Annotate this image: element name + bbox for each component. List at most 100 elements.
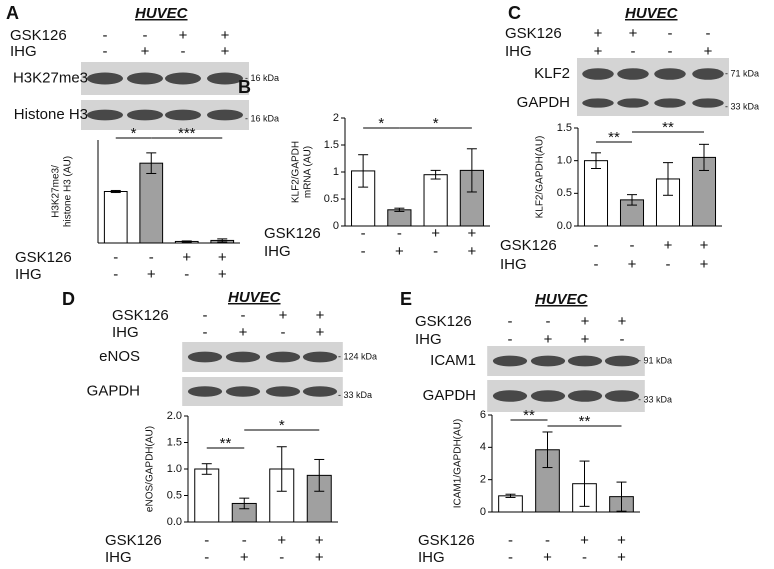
lane-sign: + [581, 331, 590, 348]
condition-label: GSK126 [264, 225, 321, 242]
lane-sign: - [203, 324, 208, 341]
y-tick-label: 1.5 [324, 139, 339, 151]
significance-label: *** [178, 125, 196, 142]
kda-label: - 124 kDa [338, 351, 377, 361]
lane-sign: + [618, 313, 627, 330]
y-tick-label: 4 [480, 441, 486, 453]
condition-sign: - [184, 266, 189, 283]
blot-band [692, 68, 724, 80]
lane-label: GSK126 [112, 307, 169, 324]
condition-sign: + [315, 549, 324, 566]
blot-band [225, 351, 261, 363]
y-axis-label: ICAM1/GAPDH(AU) [453, 419, 464, 508]
blot-band [492, 390, 528, 402]
significance-label: * [131, 125, 137, 142]
condition-sign: + [218, 266, 227, 283]
condition-sign: + [664, 237, 673, 254]
condition-label: GSK126 [500, 237, 557, 254]
kda-label: - 33 kDa [338, 390, 372, 400]
blot-band [604, 390, 640, 402]
y-tick-label: 0.5 [324, 193, 339, 205]
condition-label: IHG [264, 243, 291, 260]
lane-sign: - [203, 307, 208, 324]
condition-label: GSK126 [105, 532, 162, 549]
condition-sign: + [182, 249, 191, 266]
lane-sign: - [103, 43, 108, 60]
condition-sign: - [545, 532, 550, 549]
lane-sign: - [181, 43, 186, 60]
bar [139, 162, 164, 244]
blot-band [530, 390, 566, 402]
condition-label: IHG [418, 549, 445, 566]
y-tick-label: 1.5 [167, 436, 182, 448]
lane-sign: + [316, 307, 325, 324]
condition-label: IHG [500, 256, 527, 273]
y-axis-label: H3K27me3/ [51, 165, 62, 218]
blot-label: GAPDH [423, 387, 476, 404]
lane-sign: + [141, 43, 150, 60]
kda-label: - 16 kDa [245, 73, 279, 83]
blot-band [127, 72, 163, 85]
condition-sign: - [433, 243, 438, 260]
blot-label: H3K27me3 [13, 69, 88, 86]
bar [498, 495, 523, 513]
blot-band [617, 98, 649, 108]
y-tick-label: 0.0 [167, 516, 182, 528]
blot-label: GAPDH [517, 94, 570, 111]
condition-sign: + [147, 266, 156, 283]
condition-sign: - [666, 256, 671, 273]
blot-band [604, 355, 640, 367]
blot-band [87, 72, 123, 85]
bar [423, 174, 448, 227]
lane-sign: + [594, 43, 603, 60]
condition-sign: + [277, 532, 286, 549]
condition-sign: - [149, 249, 154, 266]
condition-sign: - [508, 532, 513, 549]
blot-band [654, 68, 686, 80]
kda-label: - 33 kDa [725, 101, 759, 111]
lane-sign: - [706, 25, 711, 42]
lane-label: GSK126 [10, 27, 67, 44]
lane-sign: + [221, 43, 230, 60]
lane-sign: + [629, 25, 638, 42]
lane-sign: + [179, 27, 188, 44]
y-tick-label: 2.0 [167, 410, 182, 422]
blot-band [265, 351, 301, 363]
condition-sign: + [315, 532, 324, 549]
significance-label: ** [608, 129, 620, 146]
lane-sign: + [279, 307, 288, 324]
cell-line: HUVEC [625, 5, 679, 22]
blot-band [492, 355, 528, 367]
blot-band [582, 98, 614, 108]
blot-band [654, 98, 686, 108]
condition-sign: - [397, 225, 402, 242]
blot-band [530, 355, 566, 367]
y-tick-label: 0 [480, 506, 486, 518]
kda-label: - 16 kDa [245, 113, 279, 123]
significance-label: ** [523, 407, 535, 424]
bar [583, 160, 609, 227]
kda-label: - 71 kDa [725, 68, 759, 78]
blot-label: KLF2 [534, 65, 570, 82]
cell-line: HUVEC [135, 5, 189, 22]
condition-sign: - [204, 532, 209, 549]
blot-band [165, 109, 201, 121]
blot-label: Histone H3 [14, 106, 88, 123]
condition-sign: + [700, 237, 709, 254]
y-tick-label: 2 [480, 474, 486, 486]
blot-label: eNOS [99, 348, 140, 365]
panel-letter: C [508, 3, 521, 23]
lane-sign: + [581, 313, 590, 330]
blot-band [165, 72, 201, 85]
y-axis-label: KLF2/GAPDH [291, 141, 302, 203]
y-axis-label: histone H3 (AU) [63, 156, 74, 227]
condition-sign: + [628, 256, 637, 273]
condition-sign: - [594, 256, 599, 273]
y-tick-label: 0 [333, 220, 339, 232]
panel-letter: D [62, 289, 75, 309]
kda-label: - 91 kDa [638, 355, 672, 365]
blot-band [265, 386, 301, 397]
condition-sign: - [361, 225, 366, 242]
bar [103, 191, 128, 244]
